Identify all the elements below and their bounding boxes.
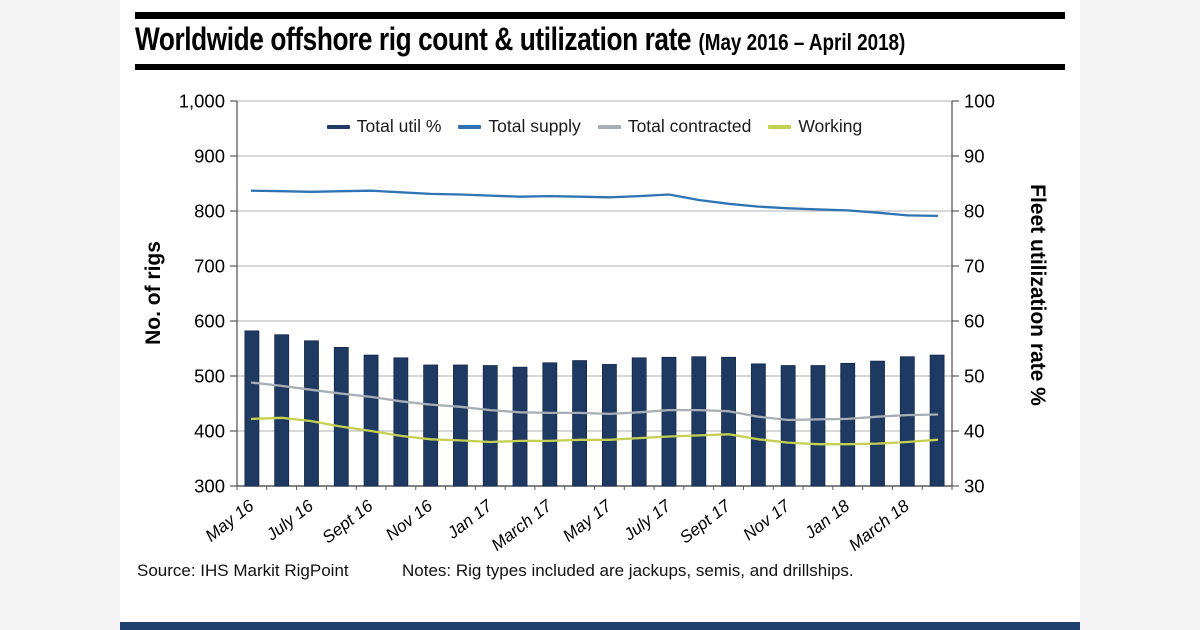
bar bbox=[870, 360, 885, 487]
legend-item: Total supply bbox=[458, 116, 581, 137]
bar bbox=[661, 356, 677, 487]
x-axis-label: March 17 bbox=[488, 496, 556, 555]
legend-item: Total util % bbox=[326, 116, 442, 137]
x-axis-label: Jan 17 bbox=[443, 496, 496, 543]
right-tick-label: 40 bbox=[964, 421, 985, 442]
bar bbox=[393, 357, 409, 487]
right-tick-label: 90 bbox=[964, 146, 985, 167]
chart-legend: Total util % Total supply Total contracted… bbox=[237, 116, 952, 137]
left-tick-label: 1,000 bbox=[179, 91, 225, 112]
bar bbox=[542, 362, 558, 487]
page-title: Worldwide offshore rig count & utilizati… bbox=[135, 21, 905, 58]
title-top-rule bbox=[135, 12, 1065, 19]
right-tick-label: 70 bbox=[964, 256, 985, 277]
right-tick-label: 30 bbox=[964, 476, 985, 497]
right-tick-label: 100 bbox=[964, 91, 995, 112]
x-axis-label: Jan 18 bbox=[800, 496, 853, 543]
bar bbox=[244, 330, 260, 487]
left-tick-label: 700 bbox=[194, 256, 225, 277]
left-tick-label: 800 bbox=[194, 201, 225, 222]
chart-area: 300 30 400 40 500 50 600 60 700 70 800 80 900 90 1,000… bbox=[120, 80, 1080, 560]
legend-label: Total util % bbox=[356, 116, 442, 136]
x-axis-label: July 17 bbox=[620, 496, 675, 545]
x-axis-label: July 16 bbox=[262, 496, 317, 545]
x-axis-label: Nov 17 bbox=[739, 496, 794, 544]
bar bbox=[453, 364, 468, 487]
legend-label: Total contracted bbox=[627, 116, 752, 136]
legend-item: Working bbox=[768, 116, 862, 137]
chart-title-period: (May 2016 – April 2018) bbox=[698, 29, 906, 55]
bar bbox=[423, 364, 439, 487]
x-axis-label: March 18 bbox=[845, 496, 913, 555]
source-text: Source: IHS Markit RigPoint bbox=[137, 561, 349, 580]
right-tick-label: 50 bbox=[964, 366, 985, 387]
bar bbox=[929, 354, 945, 487]
right-tick-label: 60 bbox=[964, 311, 985, 332]
bar bbox=[512, 366, 528, 487]
legend-label: Working bbox=[798, 116, 863, 136]
line-working bbox=[250, 416, 939, 446]
left-tick-label: 600 bbox=[194, 311, 225, 332]
bar bbox=[363, 354, 379, 487]
title-bottom-rule bbox=[135, 64, 1065, 70]
bottom-accent-bar bbox=[120, 622, 1080, 630]
bar bbox=[810, 365, 826, 487]
bar bbox=[601, 364, 617, 487]
bar bbox=[780, 365, 796, 487]
right-axis-title: Fleet utilization rate % bbox=[1026, 184, 1049, 406]
legend-label: Total supply bbox=[488, 116, 581, 136]
left-axis-title: No. of rigs bbox=[142, 241, 165, 345]
x-axis-label: May 16 bbox=[202, 496, 258, 546]
line-total-supply bbox=[250, 189, 939, 218]
x-axis-label: May 17 bbox=[559, 496, 615, 546]
left-tick-label: 500 bbox=[194, 366, 225, 387]
bar bbox=[631, 357, 647, 487]
bar bbox=[691, 356, 707, 487]
legend-swatch-icon bbox=[326, 124, 350, 129]
legend-swatch-icon bbox=[768, 124, 792, 129]
legend-item: Total contracted bbox=[597, 116, 752, 137]
x-axis-label: Sept 17 bbox=[676, 496, 734, 547]
left-tick-label: 300 bbox=[194, 476, 225, 497]
bar bbox=[482, 365, 498, 487]
bar bbox=[304, 340, 319, 487]
bar bbox=[750, 363, 766, 487]
bar bbox=[840, 362, 856, 487]
legend-swatch-icon bbox=[597, 124, 621, 129]
chart-title: Worldwide offshore rig count & utilizati… bbox=[135, 21, 692, 57]
x-axis-label: Sept 16 bbox=[319, 496, 377, 547]
legend-swatch-icon bbox=[458, 124, 482, 129]
bar bbox=[333, 346, 349, 487]
bar bbox=[274, 334, 290, 487]
notes-text: Notes: Rig types included are jackups, s… bbox=[402, 561, 854, 580]
x-axis-label: Nov 16 bbox=[382, 496, 437, 544]
bar bbox=[572, 360, 588, 487]
chart-svg: 300 30 400 40 500 50 600 60 700 70 800 80 900 90 1,000… bbox=[179, 91, 995, 555]
bar bbox=[899, 356, 915, 487]
left-tick-label: 400 bbox=[194, 421, 225, 442]
chart-card: Worldwide offshore rig count & utilizati… bbox=[120, 0, 1080, 630]
right-tick-label: 80 bbox=[964, 201, 985, 222]
line-total-contracted bbox=[250, 381, 939, 422]
left-tick-label: 900 bbox=[194, 146, 225, 167]
bar bbox=[721, 356, 736, 487]
